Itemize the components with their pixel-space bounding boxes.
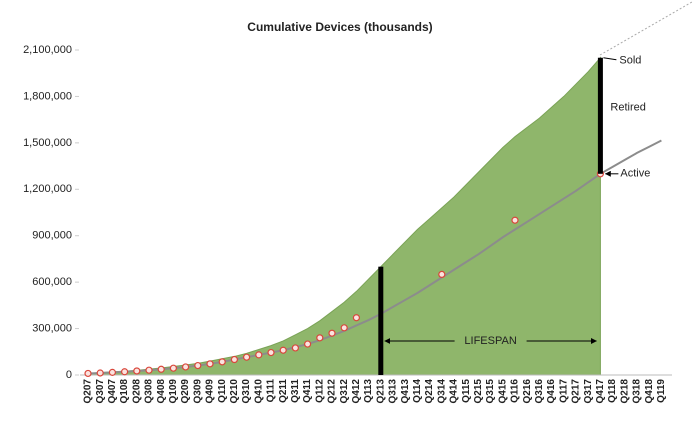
data-point xyxy=(230,355,238,364)
data-point xyxy=(206,360,214,368)
data-point xyxy=(438,270,446,279)
chart-title: Cumulative Devices (thousands) xyxy=(247,20,432,34)
x-tick-label: Q310 xyxy=(241,379,252,404)
data-point xyxy=(511,216,519,224)
data-point xyxy=(120,368,129,376)
x-tick-label: Q207 xyxy=(83,379,94,404)
sold-pointer xyxy=(603,57,617,61)
x-tick-label: Q418 xyxy=(644,379,655,404)
lifespan-bar xyxy=(378,266,384,375)
lifespan-label-bg xyxy=(454,333,527,349)
y-tick-label: 0 xyxy=(66,369,72,381)
x-tick-label: Q313 xyxy=(388,379,399,404)
x-tick-label: Q415 xyxy=(497,379,508,404)
x-tick-label: Q110 xyxy=(217,379,228,403)
x-tick-label: Q212 xyxy=(327,379,338,404)
x-tick-label: Q216 xyxy=(522,379,533,404)
active-label: Active xyxy=(620,168,650,180)
x-tick-label: Q109 xyxy=(168,379,179,404)
data-point xyxy=(157,365,165,373)
x-tick-label: Q217 xyxy=(571,379,582,404)
y-tick-label: 900,000 xyxy=(32,230,72,242)
x-tick-label: Q317 xyxy=(583,379,594,404)
x-tick-label: Q413 xyxy=(400,379,411,404)
x-tick-label: Q307 xyxy=(95,379,106,404)
x-tick-label: Q412 xyxy=(351,379,362,404)
x-tick-label: Q112 xyxy=(314,379,325,403)
data-point xyxy=(328,329,336,337)
data-point xyxy=(194,361,202,370)
x-tick-label: Q308 xyxy=(144,379,155,404)
data-point xyxy=(316,334,324,342)
data-point xyxy=(133,367,141,375)
x-tick-label: Q311 xyxy=(290,379,301,403)
data-point xyxy=(182,363,190,371)
retired-bar xyxy=(597,57,603,174)
y-tick-label: 1,200,000 xyxy=(23,183,72,195)
y-tick-label: 1,500,000 xyxy=(23,137,72,149)
data-point xyxy=(108,368,117,376)
x-tick-label: Q416 xyxy=(546,379,557,404)
x-tick-label: Q118 xyxy=(607,379,618,403)
y-tick-label: 1,800,000 xyxy=(23,90,72,102)
y-tick-label: 600,000 xyxy=(32,276,72,288)
x-tick-label: Q312 xyxy=(339,379,350,404)
lifespan-label: LIFESPAN xyxy=(464,335,516,347)
x-tick-label: Q208 xyxy=(131,379,142,404)
data-point xyxy=(352,314,360,322)
x-tick-label: Q316 xyxy=(534,379,545,404)
projection-line xyxy=(599,1,693,56)
data-point xyxy=(218,358,226,366)
y-tick-label: 2,100,000 xyxy=(23,44,72,56)
sold-area xyxy=(87,56,601,376)
x-tick-label: Q314 xyxy=(436,379,447,404)
data-point xyxy=(340,324,348,332)
data-point xyxy=(96,369,104,377)
data-point xyxy=(255,351,263,359)
data-point xyxy=(84,369,92,378)
x-tick-label: Q414 xyxy=(449,379,460,404)
x-tick-label: Q113 xyxy=(363,379,374,403)
data-point xyxy=(291,344,299,352)
x-tick-label: Q215 xyxy=(473,379,484,404)
x-tick-label: Q111 xyxy=(266,379,277,403)
x-tick-label: Q213 xyxy=(375,379,386,404)
x-tick-label: Q108 xyxy=(119,379,130,404)
x-tick-label: Q116 xyxy=(510,379,521,403)
x-tick-label: Q417 xyxy=(595,379,606,404)
retired-label: Retired xyxy=(610,102,645,114)
x-tick-label: Q209 xyxy=(180,379,191,404)
x-tick-label: Q411 xyxy=(302,379,313,403)
x-tick-label: Q218 xyxy=(619,379,630,404)
x-tick-label: Q309 xyxy=(192,379,203,404)
x-tick-label: Q315 xyxy=(485,379,496,404)
x-tick-label: Q409 xyxy=(205,379,216,404)
data-point xyxy=(243,353,251,361)
data-point xyxy=(279,346,287,354)
x-tick-label: Q410 xyxy=(253,379,264,404)
x-tick-label: Q211 xyxy=(278,379,289,403)
sold-label: Sold xyxy=(619,55,641,67)
x-tick-label: Q407 xyxy=(107,379,118,404)
data-point xyxy=(145,366,153,374)
x-tick-label: Q115 xyxy=(461,379,472,403)
data-point xyxy=(267,348,275,357)
data-point xyxy=(304,340,312,348)
x-tick-label: Q214 xyxy=(424,379,435,404)
x-tick-label: Q114 xyxy=(412,379,423,403)
x-tick-label: Q408 xyxy=(156,379,167,404)
y-tick-label: 300,000 xyxy=(32,322,72,334)
data-point xyxy=(169,364,177,372)
x-tick-label: Q318 xyxy=(632,379,643,404)
x-tick-label: Q210 xyxy=(229,379,240,404)
x-tick-label: Q117 xyxy=(558,379,569,403)
x-tick-label: Q119 xyxy=(656,379,667,403)
